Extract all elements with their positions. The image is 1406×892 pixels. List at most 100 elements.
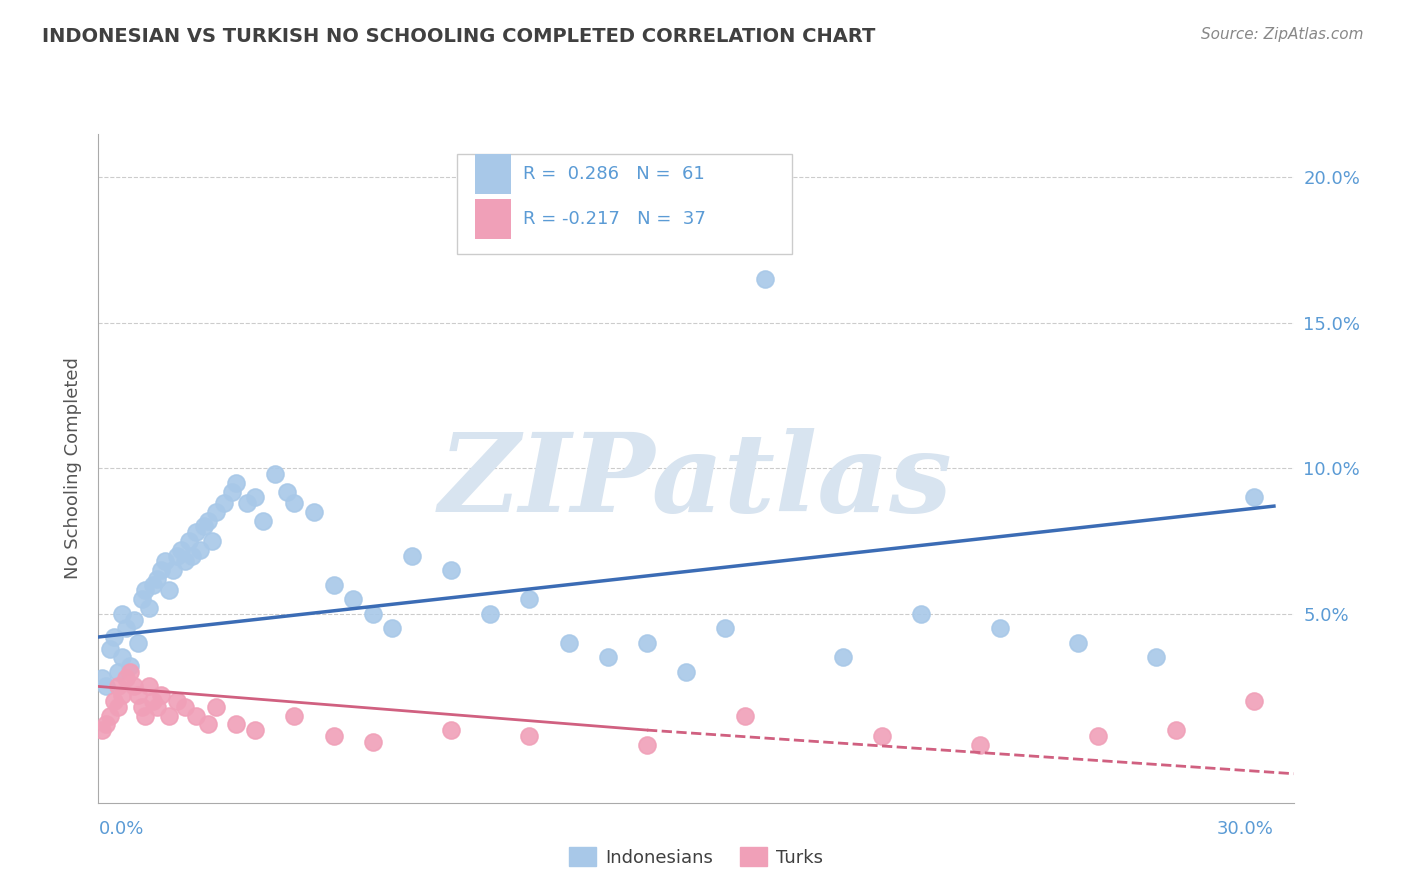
- Point: [361, 607, 384, 621]
- Point: [342, 592, 364, 607]
- Point: [127, 636, 149, 650]
- Point: [162, 563, 184, 577]
- FancyBboxPatch shape: [457, 154, 792, 254]
- Point: [283, 708, 305, 723]
- Text: INDONESIAN VS TURKISH NO SCHOOLING COMPLETED CORRELATION CHART: INDONESIAN VS TURKISH NO SCHOOLING COMPL…: [42, 27, 876, 45]
- Point: [322, 577, 344, 591]
- Point: [186, 525, 208, 540]
- Point: [166, 694, 188, 708]
- Point: [714, 621, 737, 635]
- Point: [111, 650, 134, 665]
- Point: [134, 708, 156, 723]
- Point: [142, 577, 165, 591]
- Point: [157, 708, 180, 723]
- Point: [122, 680, 145, 694]
- Point: [832, 650, 855, 665]
- Point: [138, 680, 160, 694]
- FancyBboxPatch shape: [475, 199, 510, 239]
- Point: [153, 554, 176, 568]
- Point: [212, 496, 235, 510]
- Legend: Indonesians, Turks: Indonesians, Turks: [561, 840, 831, 874]
- Point: [322, 729, 344, 743]
- Point: [225, 475, 247, 490]
- Point: [103, 630, 125, 644]
- Point: [440, 723, 463, 737]
- Point: [870, 729, 893, 743]
- Point: [111, 688, 134, 702]
- Point: [107, 699, 129, 714]
- Point: [150, 563, 173, 577]
- Point: [186, 708, 208, 723]
- Point: [177, 534, 200, 549]
- Point: [142, 694, 165, 708]
- Point: [276, 484, 298, 499]
- Point: [131, 699, 153, 714]
- Point: [969, 738, 991, 752]
- Text: R = -0.217   N =  37: R = -0.217 N = 37: [523, 211, 706, 228]
- Point: [173, 699, 195, 714]
- Text: 30.0%: 30.0%: [1218, 821, 1274, 838]
- Point: [1164, 723, 1187, 737]
- Point: [205, 699, 228, 714]
- Point: [166, 549, 188, 563]
- Point: [754, 272, 776, 286]
- Point: [636, 738, 658, 752]
- Point: [96, 680, 118, 694]
- Point: [381, 621, 404, 635]
- Point: [134, 583, 156, 598]
- Point: [205, 505, 228, 519]
- Point: [252, 514, 274, 528]
- Text: Source: ZipAtlas.com: Source: ZipAtlas.com: [1201, 27, 1364, 42]
- Point: [910, 607, 932, 621]
- Point: [115, 671, 138, 685]
- Point: [440, 563, 463, 577]
- Point: [188, 542, 211, 557]
- Point: [138, 601, 160, 615]
- Point: [96, 717, 118, 731]
- Point: [150, 688, 173, 702]
- Point: [107, 680, 129, 694]
- Point: [1243, 491, 1265, 505]
- Point: [197, 514, 219, 528]
- Point: [221, 484, 243, 499]
- Point: [519, 592, 541, 607]
- Point: [1087, 729, 1109, 743]
- Point: [1067, 636, 1090, 650]
- Point: [1144, 650, 1167, 665]
- Point: [401, 549, 423, 563]
- FancyBboxPatch shape: [475, 154, 510, 194]
- Point: [157, 583, 180, 598]
- Point: [111, 607, 134, 621]
- Y-axis label: No Schooling Completed: No Schooling Completed: [63, 358, 82, 579]
- Point: [479, 607, 502, 621]
- Point: [675, 665, 697, 679]
- Point: [91, 723, 114, 737]
- Point: [302, 505, 325, 519]
- Text: R =  0.286   N =  61: R = 0.286 N = 61: [523, 165, 704, 183]
- Text: 0.0%: 0.0%: [98, 821, 143, 838]
- Point: [734, 708, 756, 723]
- Point: [181, 549, 204, 563]
- Point: [98, 708, 121, 723]
- Point: [127, 688, 149, 702]
- Point: [1243, 694, 1265, 708]
- Point: [263, 467, 285, 482]
- Point: [197, 717, 219, 731]
- Point: [103, 694, 125, 708]
- Point: [988, 621, 1011, 635]
- Point: [170, 542, 193, 557]
- Point: [283, 496, 305, 510]
- Point: [636, 636, 658, 650]
- Point: [596, 650, 619, 665]
- Point: [115, 621, 138, 635]
- Point: [193, 519, 215, 533]
- Point: [146, 699, 169, 714]
- Point: [146, 572, 169, 586]
- Text: ZIPatlas: ZIPatlas: [439, 428, 953, 535]
- Point: [519, 729, 541, 743]
- Point: [243, 491, 266, 505]
- Point: [91, 671, 114, 685]
- Point: [122, 613, 145, 627]
- Point: [173, 554, 195, 568]
- Point: [557, 636, 579, 650]
